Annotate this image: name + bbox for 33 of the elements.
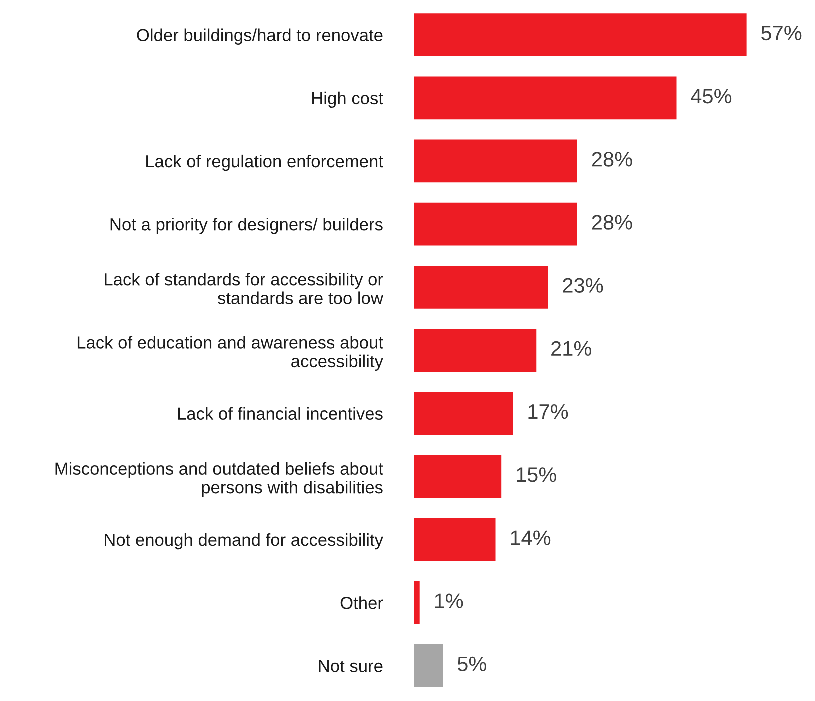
data-label: 14% bbox=[511, 530, 551, 546]
y-tick-label: Lack of financial incentives bbox=[178, 407, 383, 420]
data-label: 45% bbox=[691, 89, 732, 104]
bar bbox=[414, 581, 420, 624]
y-tick-label: Not a priority for designers/ builders bbox=[110, 218, 383, 234]
bar bbox=[414, 266, 548, 309]
bar bbox=[414, 392, 514, 436]
bar bbox=[414, 14, 747, 56]
bar bbox=[414, 202, 578, 246]
bar bbox=[414, 518, 496, 562]
y-tick-label: Lack of standards for accessibility or standards are too low bbox=[105, 273, 384, 304]
bar bbox=[414, 76, 677, 120]
y-tick-label: Not sure bbox=[319, 660, 383, 672]
bar bbox=[414, 455, 502, 498]
y-tick-label: Other bbox=[340, 596, 384, 610]
data-label: 17% bbox=[528, 404, 568, 420]
y-tick-label: Lack of education and awareness about accessibility bbox=[78, 336, 384, 371]
data-label: 28% bbox=[592, 215, 632, 230]
bar bbox=[414, 140, 578, 183]
data-label: 15% bbox=[517, 468, 556, 482]
y-tick-label: High cost bbox=[312, 92, 384, 108]
y-tick-label: Misconceptions and outdated beliefs about persons with disabilities bbox=[56, 462, 384, 498]
data-label: 21% bbox=[552, 341, 592, 356]
bar bbox=[414, 644, 444, 688]
bar bbox=[414, 329, 537, 372]
data-label: 28% bbox=[592, 152, 632, 167]
y-tick-label: Not enough demand for accessibility bbox=[105, 533, 384, 550]
y-tick-label: Older buildings/hard to renovate bbox=[137, 28, 383, 45]
data-label: 23% bbox=[563, 278, 604, 293]
y-tick-label: Lack of regulation enforcement bbox=[146, 154, 384, 172]
data-label: 1% bbox=[435, 594, 464, 608]
data-label: 57% bbox=[762, 26, 802, 41]
data-label: 5% bbox=[458, 656, 486, 672]
